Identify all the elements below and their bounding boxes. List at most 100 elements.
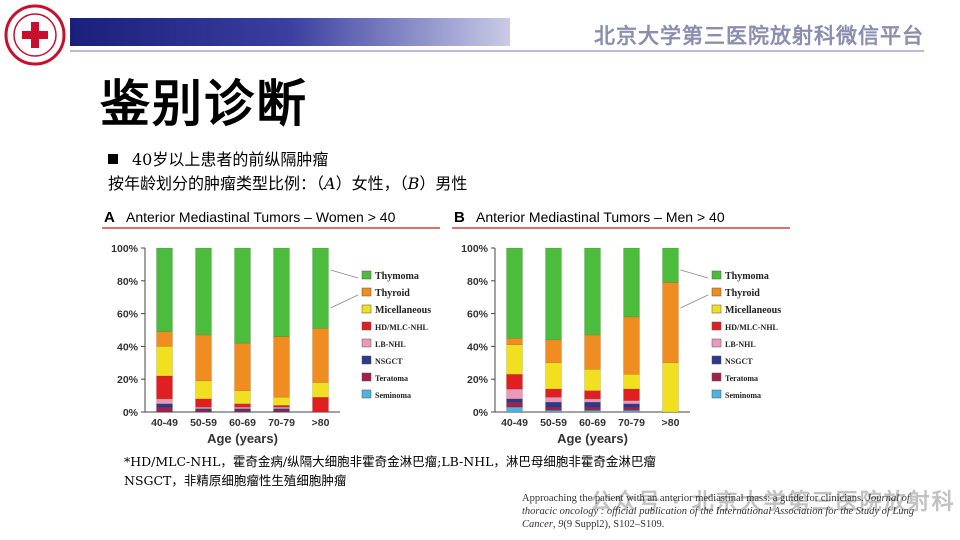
bar-segment [156,398,173,405]
legend-swatch [361,372,372,382]
legend-label: LB-NHL [375,340,406,349]
bar-segment [195,408,212,411]
bar-segment [623,406,640,411]
legend-swatch [361,338,372,348]
legend-label: HD/MLC-NHL [725,323,778,332]
bar-segment [545,410,562,413]
y-tick-label: 20% [117,374,139,386]
bar-segment [234,406,251,409]
reference-sep: , [552,519,559,530]
y-tick-label: 80% [117,276,139,288]
header-divider [70,50,924,52]
bar-segment [584,410,601,413]
legend-label: NSGCT [725,357,753,366]
chart-title-B: Anterior Mediastinal Tumors – Men > 40 [476,209,725,225]
footnote-line-2: NSGCT，非精原细胞瘤性生殖细胞肿瘤 [124,473,347,488]
legend-label: Thymoma [725,271,769,282]
y-tick-label: 60% [467,309,489,321]
y-tick-label: 0% [473,407,489,419]
bar-segment [506,388,523,400]
bullet-item: 40岁以上患者的前纵隔肿瘤 [108,146,328,170]
x-tick-label: 60-69 [579,417,606,429]
x-tick-label: 60-69 [229,417,256,429]
reference-volume: 9 [558,519,564,530]
legend-label: Thyroid [725,288,760,299]
legend-label: Thymoma [375,271,419,282]
y-tick-label: 60% [117,309,139,321]
bar-segment [584,247,601,336]
legend-swatch [361,355,372,365]
legend-label: LB-NHL [725,340,756,349]
bar-segment [195,410,212,413]
bar-segment [195,406,212,409]
bar-segment [234,410,251,413]
bar-segment [662,362,679,413]
bar-segment [584,406,601,411]
legend-label: Teratoma [725,374,758,383]
y-tick-label: 0% [123,407,139,419]
panel-letter-B: B [454,209,465,226]
bar-segment [273,405,290,408]
legend-swatch [361,389,372,399]
footnote: *HD/MLC-NHL，霍奇金病/纵隔大细胞非霍奇金淋巴瘤;LB-NHL，淋巴母… [124,452,656,490]
x-tick-label: >80 [662,417,680,429]
legend-label: Micellaneous [375,305,431,316]
bar-segment [195,334,212,382]
bar-segment [156,403,173,408]
bar-segment [623,388,640,401]
bar-segment [156,406,173,413]
bar-segment [623,410,640,413]
bar-segment [506,401,523,408]
bar-segment [506,398,523,403]
bar-segment [584,334,601,370]
bar-segment [623,374,640,390]
bar-segment [584,369,601,391]
header-title: 北京大学第三医院放射科微信平台 [594,24,924,48]
subtitle-line: 按年龄划分的肿瘤类型比例：（A）女性，（B）男性 [108,170,467,194]
bar-segment [662,282,679,364]
x-tick-label: >80 [312,417,330,429]
bar-segment [506,337,523,345]
legend-swatch [361,321,372,331]
legend-swatch [361,304,372,314]
legend-connector [330,269,359,279]
bar-segment [195,380,212,400]
header-bar [70,18,510,46]
footnote-line-1: *HD/MLC-NHL，霍奇金病/纵隔大细胞非霍奇金淋巴瘤;LB-NHL，淋巴母… [124,454,656,469]
bar-segment [623,247,640,318]
legend-swatch [711,304,722,314]
legend-label: Teratoma [375,374,408,383]
bar-segment [234,408,251,411]
reference-citation: Approaching the patient with an anterior… [522,492,942,531]
page-title: 鉴别诊断 [100,75,308,133]
y-tick-label: 40% [117,341,139,353]
legend-swatch [711,270,722,280]
bullet-text: 40岁以上患者的前纵隔肿瘤 [132,150,329,169]
legend-connector [680,269,709,279]
reference-journal: Journal of thoracic oncology : official … [522,493,915,530]
reference-title: Approaching the patient with an anterior… [522,493,864,504]
bar-segment [545,247,562,341]
bar-segment [156,247,173,332]
bar-segment [234,247,251,344]
bar-segment [584,398,601,403]
bar-segment [195,398,212,408]
x-tick-label: 50-59 [540,417,567,429]
legend-label: Seminoma [375,391,411,400]
legend-label: Thyroid [375,288,410,299]
y-tick-label: 100% [461,243,489,255]
bar-segment [312,382,329,398]
legend-swatch [711,372,722,382]
bar-segment [545,388,562,398]
bar-segment [584,401,601,408]
wechat-watermark: 公众号 · 北京大学第三医院放射科 [590,490,956,515]
bar-segment [312,247,329,329]
bar-segment [234,390,251,404]
legend-swatch [711,389,722,399]
bar-segment [234,342,251,391]
legend-swatch [711,338,722,348]
bar-segment [506,344,523,375]
bar-segment [506,247,523,339]
legend-swatch [361,270,372,280]
bar-segment [195,247,212,336]
